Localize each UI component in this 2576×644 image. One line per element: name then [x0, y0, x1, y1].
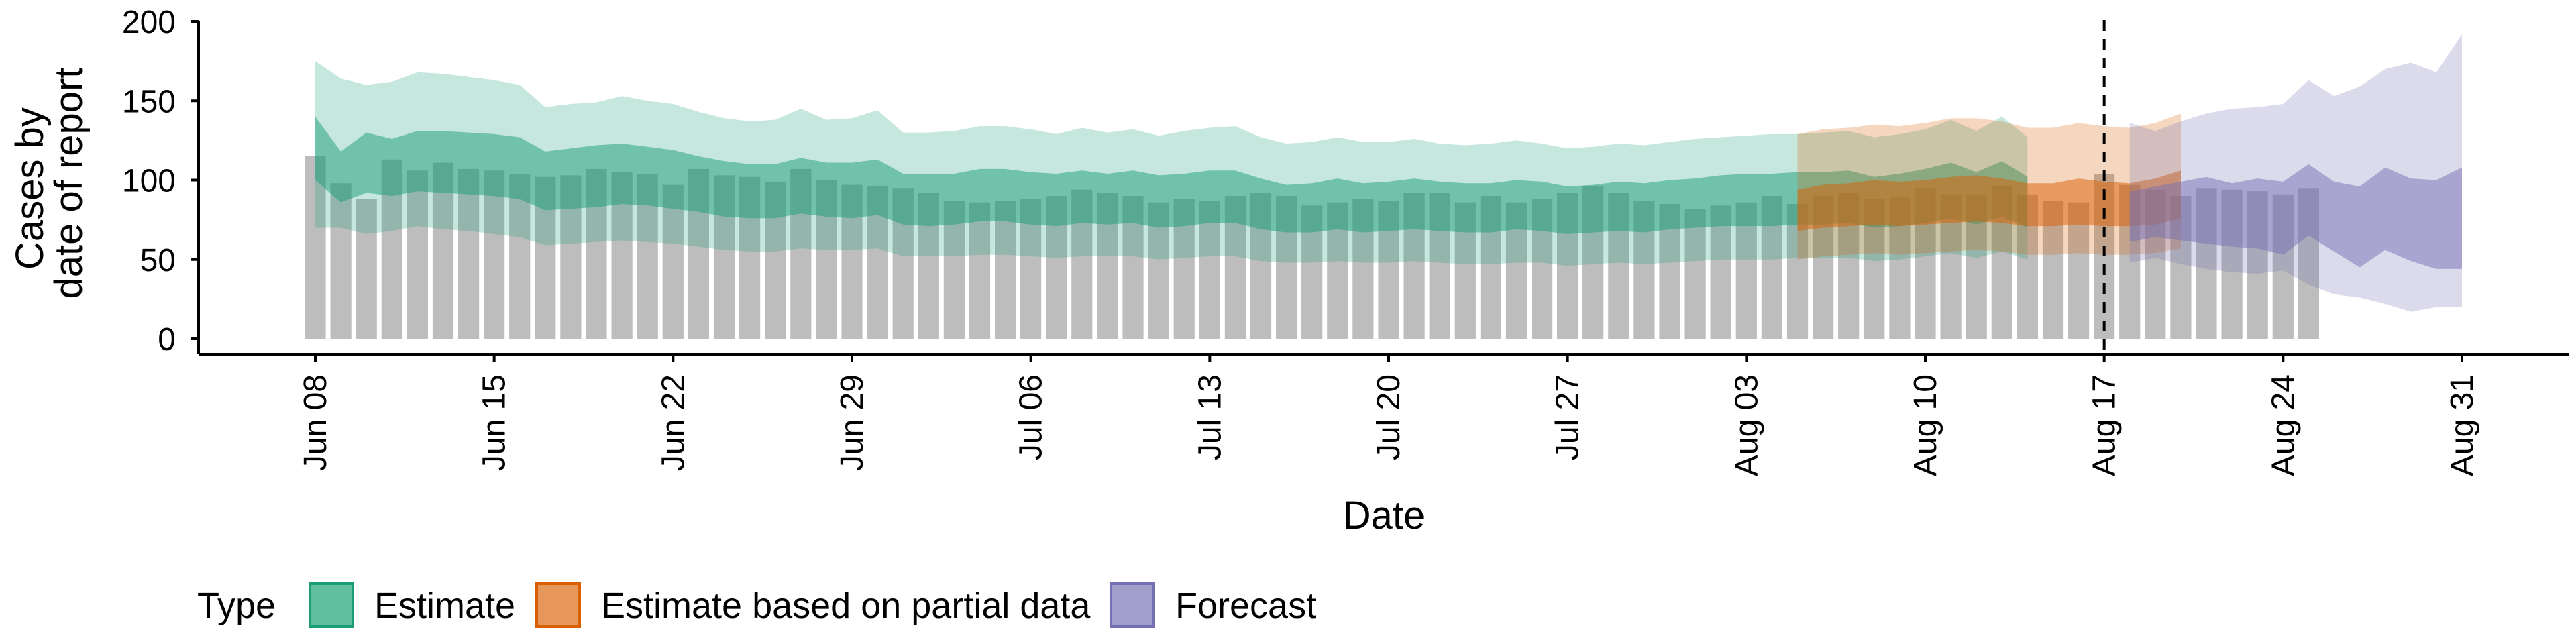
observed-case-bar — [969, 202, 991, 339]
y-tick-label: 200 — [122, 5, 176, 40]
x-tick-label: Jun 15 — [477, 374, 513, 471]
legend-key-forecast — [1110, 582, 1155, 628]
x-tick-label: Jun 29 — [835, 374, 870, 471]
legend: Type Estimate Estimate based on partial … — [197, 582, 1316, 628]
y-tick-label: 50 — [140, 243, 176, 278]
x-tick-label: Aug 31 — [2445, 374, 2480, 476]
legend-title: Type — [197, 586, 276, 626]
y-tick-label: 100 — [122, 164, 176, 199]
y-axis-title: Cases by date of report — [8, 68, 91, 299]
x-axis-title: Date — [1343, 494, 1426, 537]
legend-label-partial: Estimate based on partial data — [601, 586, 1091, 626]
observed-case-bar — [407, 170, 428, 339]
legend-key-estimate — [309, 582, 354, 628]
legend-label-estimate: Estimate — [374, 586, 515, 626]
x-tick-label: Jul 20 — [1371, 374, 1407, 460]
partial-inner-band — [1797, 170, 2181, 231]
estimate-inner-band — [315, 116, 2028, 234]
observed-case-bar — [995, 201, 1016, 339]
x-tick-label: Jul 06 — [1014, 374, 1049, 460]
x-tick-label: Aug 03 — [1729, 374, 1764, 476]
x-tick-label: Jun 08 — [298, 374, 333, 471]
y-axis-title-line-1: Cases by — [8, 107, 52, 270]
x-tick-label: Aug 10 — [1908, 374, 1943, 476]
observed-case-bar — [2068, 202, 2090, 339]
y-tick-label: 150 — [122, 84, 176, 119]
legend-key-partial — [535, 582, 581, 628]
y-axis-ticks: 0 50 100 150 200 — [122, 5, 199, 358]
axes — [197, 21, 2569, 356]
x-tick-label: Aug 24 — [2265, 374, 2301, 476]
observed-case-bar — [458, 168, 480, 339]
observed-case-bar — [484, 170, 505, 339]
y-tick-label: 0 — [158, 322, 176, 358]
legend-label-forecast: Forecast — [1175, 586, 1316, 626]
x-tick-label: Jul 13 — [1192, 374, 1228, 460]
observed-case-bar — [662, 184, 684, 339]
y-axis-title-line-2: date of report — [47, 68, 91, 299]
observed-case-bar — [1710, 205, 1731, 339]
observed-case-bar — [305, 156, 326, 339]
x-tick-label: Jul 27 — [1550, 374, 1586, 460]
observed-case-bar — [330, 183, 352, 339]
forecast-inner-band — [2129, 164, 2462, 269]
estimate-bands — [315, 34, 2462, 312]
x-axis-ticks: Jun 08 Jun 15 Jun 22 Jun 29 Jul 06 Jul 13 Jul … — [298, 354, 2480, 476]
x-tick-label: Jun 22 — [655, 374, 691, 471]
observed-case-bar — [356, 199, 377, 339]
observed-case-bar — [1684, 209, 1706, 339]
x-tick-label: Aug 17 — [2087, 374, 2123, 476]
